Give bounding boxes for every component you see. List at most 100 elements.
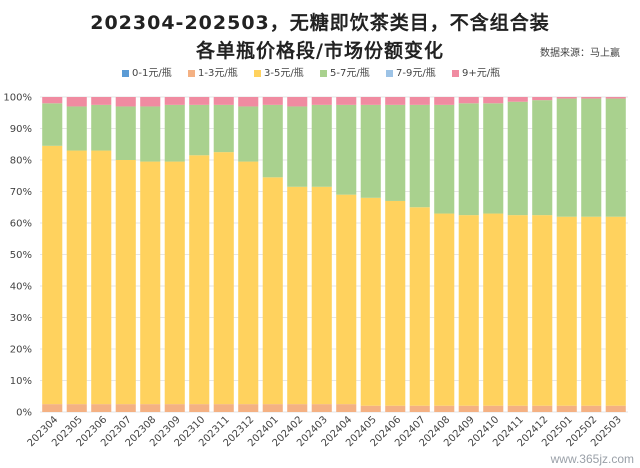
y-tick-label: 50%	[10, 250, 32, 261]
bar-segment	[483, 97, 504, 104]
bar-segment	[360, 97, 381, 105]
bar-segment	[507, 215, 528, 406]
bar-segment	[532, 97, 553, 101]
bar-segment	[164, 97, 185, 105]
bar-segment	[409, 104, 430, 208]
bar-segment	[189, 97, 210, 105]
bar-segment	[238, 106, 259, 162]
bar-segment	[287, 106, 308, 187]
bar-segment	[140, 97, 161, 107]
bar-segment	[287, 404, 308, 412]
legend-label: 3-5元/瓶	[264, 66, 304, 79]
bar-segment	[189, 404, 210, 412]
bar-segment	[189, 155, 210, 405]
bar-segment	[385, 97, 406, 105]
bar-segment	[42, 404, 63, 412]
bar-segment	[262, 404, 283, 412]
bar-segment	[66, 106, 87, 151]
bar-segment	[115, 97, 136, 107]
bar-segment	[311, 97, 332, 105]
bar-segment	[360, 405, 381, 412]
y-tick-label: 30%	[10, 313, 32, 324]
bar-segment	[336, 104, 357, 195]
bar-segment	[140, 106, 161, 162]
bar-segment	[238, 161, 259, 405]
bar-segment	[581, 97, 602, 99]
bar-segment	[91, 150, 112, 405]
bar-segment	[556, 216, 577, 406]
legend-swatch	[320, 70, 327, 77]
bar-segment	[115, 106, 136, 160]
bar-segment	[434, 104, 455, 214]
legend-label: 1-3元/瓶	[198, 66, 238, 79]
bar-segment	[140, 161, 161, 405]
chart-title-line1: 202304-202503，无糖即饮茶类目，不含组合装	[90, 12, 550, 34]
bar-segment	[238, 97, 259, 107]
bar-segment	[605, 216, 626, 406]
bar-segment	[91, 97, 112, 105]
bar-segment	[556, 98, 577, 217]
y-tick-label: 60%	[10, 219, 32, 230]
bar-segment	[483, 213, 504, 406]
bar-segment	[360, 104, 381, 198]
bar-segment	[115, 404, 136, 412]
bar-segment	[238, 404, 259, 412]
bar-segment	[213, 104, 234, 153]
bar-segment	[581, 216, 602, 406]
y-tick-label: 0%	[16, 408, 32, 419]
bar-segment	[458, 97, 479, 104]
bar-segment	[409, 97, 430, 105]
watermark: www.365jz.com	[550, 452, 634, 466]
bar-segment	[581, 405, 602, 412]
legend-label: 0-1元/瓶	[132, 66, 172, 79]
bar-segment	[262, 104, 283, 178]
legend-label: 5-7元/瓶	[330, 66, 370, 79]
y-tick-label: 70%	[10, 187, 32, 198]
y-tick-label: 10%	[10, 376, 32, 387]
bar-segment	[605, 405, 626, 412]
bar-segment	[360, 197, 381, 406]
bar-segment	[42, 145, 63, 405]
bar-segment	[287, 97, 308, 107]
bar-segment	[483, 405, 504, 412]
bar-segment	[605, 98, 626, 217]
bar-segment	[507, 97, 528, 102]
legend-swatch	[254, 70, 261, 77]
y-tick-label: 20%	[10, 345, 32, 356]
bar-segment	[42, 97, 63, 104]
bar-segment	[507, 101, 528, 216]
y-tick-label: 90%	[10, 124, 32, 135]
bar-segment	[311, 404, 332, 412]
bar-segment	[532, 100, 553, 216]
bar-segment	[434, 213, 455, 406]
bar-segment	[409, 207, 430, 406]
bar-segment	[213, 152, 234, 405]
bar-segment	[605, 97, 626, 99]
bar-segment	[458, 215, 479, 406]
bar-segment	[213, 97, 234, 105]
bar-segment	[409, 405, 430, 412]
bar-segment	[164, 161, 185, 405]
bar-segment	[556, 97, 577, 99]
bar-segment	[336, 404, 357, 412]
legend-swatch	[452, 70, 459, 77]
bar-segment	[532, 215, 553, 406]
bar-segment	[164, 404, 185, 412]
data-source-note: 数据来源：马上赢	[540, 48, 620, 59]
bar-segment	[262, 177, 283, 405]
legend-label: 7-9元/瓶	[396, 66, 436, 79]
bar-segment	[287, 186, 308, 405]
bar-segment	[91, 104, 112, 151]
legend-swatch	[122, 70, 129, 77]
bar-segment	[189, 104, 210, 156]
y-tick-label: 80%	[10, 156, 32, 167]
bar-segment	[66, 97, 87, 107]
bar-segment	[532, 405, 553, 412]
bar-segment	[336, 194, 357, 405]
bar-segment	[66, 404, 87, 412]
y-tick-label: 100%	[3, 93, 32, 104]
bar-segment	[434, 97, 455, 105]
bar-segment	[483, 103, 504, 214]
bar-segment	[336, 97, 357, 105]
